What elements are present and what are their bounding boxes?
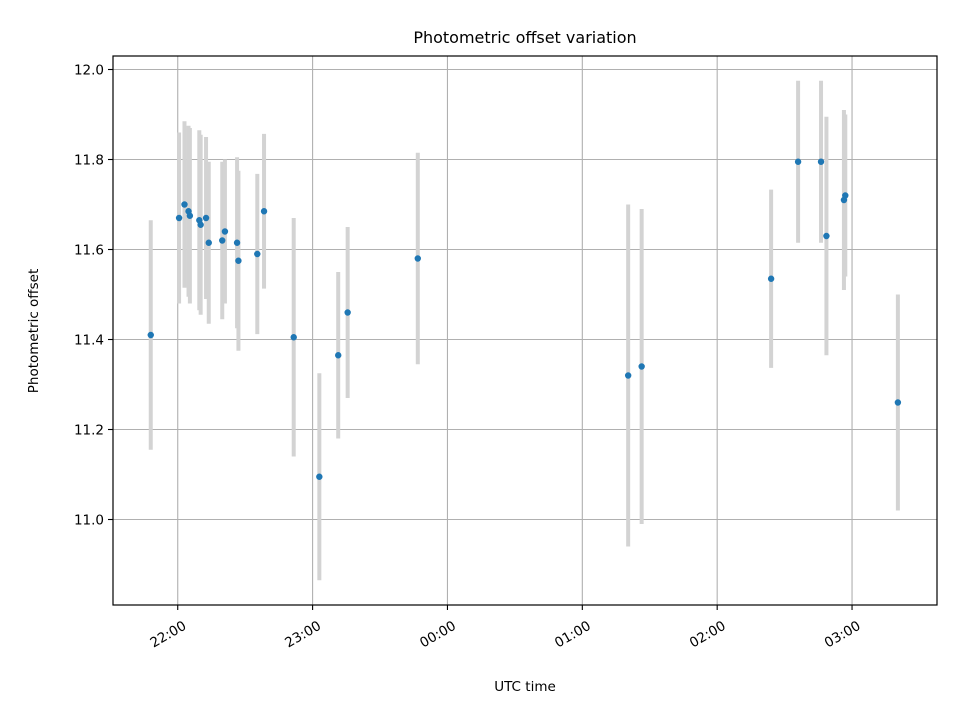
data-point <box>767 275 775 282</box>
grid-lines <box>113 56 937 605</box>
data-point <box>335 352 342 359</box>
data-point <box>414 255 421 262</box>
data-point <box>205 239 212 246</box>
data-point <box>794 158 802 165</box>
data-point <box>181 201 188 208</box>
y-axis-ticks: 11.0 11.2 11.4 11.6 11.8 12.0 <box>74 63 113 529</box>
data-point <box>316 473 323 480</box>
data-point <box>344 309 351 316</box>
data-point <box>147 331 154 339</box>
data-point <box>186 212 194 219</box>
chart-title: Photometric offset variation <box>413 28 636 47</box>
data-point <box>233 239 241 246</box>
plot-frame <box>112 55 938 606</box>
data-point <box>219 237 226 244</box>
data-point <box>197 221 204 228</box>
y-tick-label: 12.0 <box>74 63 104 79</box>
y-tick-label: 11.4 <box>74 333 104 349</box>
x-axis-label: UTC time <box>494 679 556 695</box>
data-point <box>175 214 183 222</box>
data-point <box>290 334 297 341</box>
data-point <box>260 208 268 215</box>
data-point <box>842 192 849 199</box>
data-point <box>235 257 242 264</box>
data-point <box>624 372 632 379</box>
y-tick-label: 11.6 <box>74 243 104 259</box>
data-point <box>638 363 645 370</box>
data-point <box>202 214 210 222</box>
data-point <box>221 228 229 235</box>
y-tick-label: 11.8 <box>74 153 104 169</box>
y-tick-label: 11.0 <box>74 513 104 529</box>
y-tick-label: 11.2 <box>74 423 104 439</box>
y-axis-label: Photometric offset <box>26 269 42 393</box>
data-point <box>254 250 261 258</box>
data-point <box>894 399 902 406</box>
data-point <box>817 158 825 165</box>
data-points <box>147 158 902 480</box>
data-point <box>823 232 830 240</box>
